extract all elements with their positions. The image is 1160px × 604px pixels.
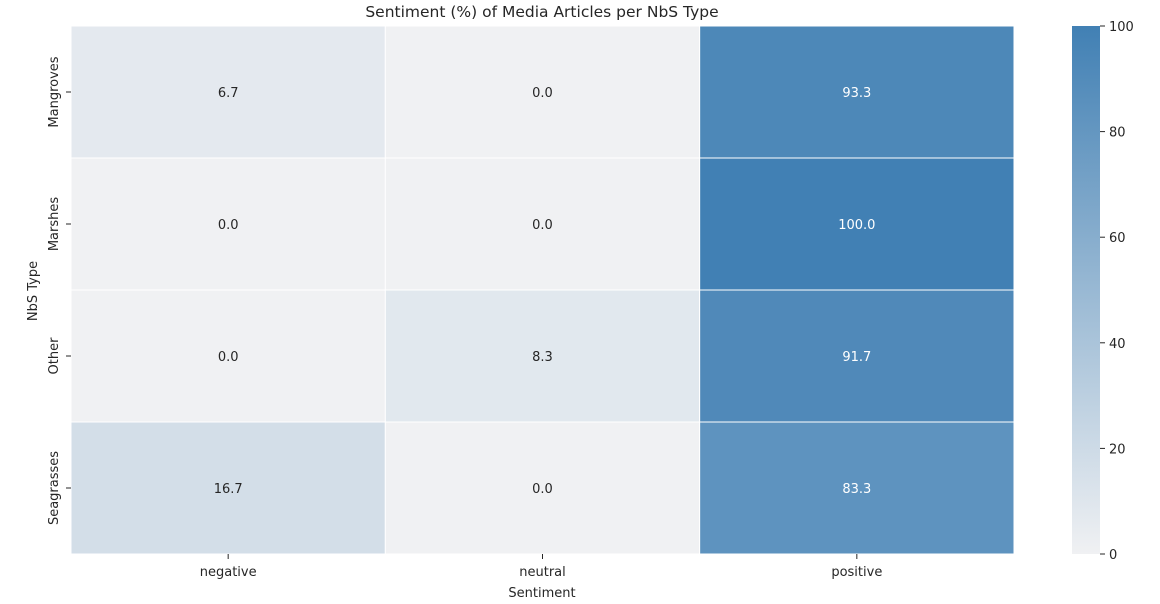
cell-value-label: 83.3 — [842, 482, 871, 497]
cell-value-label: 0.0 — [532, 482, 553, 497]
colorbar — [1072, 26, 1100, 554]
x-tick-label: neutral — [519, 565, 566, 580]
cell-value-label: 100.0 — [838, 218, 875, 233]
heatmap-cell — [70, 289, 386, 423]
heatmap-cell — [384, 289, 701, 423]
colorbar-tick-label: 80 — [1109, 126, 1126, 141]
heatmap-cell — [70, 421, 386, 555]
colorbar-tick-label: 40 — [1109, 337, 1126, 352]
x-tick-label: negative — [200, 565, 257, 580]
cell-value-label: 0.0 — [532, 218, 553, 233]
heatmap-cell — [699, 157, 1015, 291]
heatmap-cell — [699, 421, 1015, 555]
cell-value-label: 93.3 — [842, 86, 871, 101]
chart-title: Sentiment (%) of Media Articles per NbS … — [365, 3, 718, 21]
cell-value-label: 16.7 — [214, 482, 243, 497]
cell-value-label: 0.0 — [532, 86, 553, 101]
heatmap-cell — [384, 25, 701, 159]
x-tick-label: positive — [831, 565, 882, 580]
cell-value-label: 0.0 — [218, 350, 239, 365]
colorbar-tick-label: 0 — [1109, 548, 1117, 563]
x-axis-label: Sentiment — [508, 586, 575, 601]
colorbar-ticks: 0 20 40 60 80 100 — [1100, 20, 1134, 563]
y-tick-label: Other — [47, 337, 62, 375]
cell-value-label: 8.3 — [532, 350, 553, 365]
heatmap-cell — [70, 25, 386, 159]
cell-value-label: 0.0 — [218, 218, 239, 233]
y-tick-label: Marshes — [47, 197, 62, 252]
colorbar-tick-label: 20 — [1109, 442, 1126, 457]
cell-value-label: 91.7 — [842, 350, 871, 365]
heatmap-cells: 6.7 0.0 93.3 0.0 0.0 100.0 0.0 8.3 91.7 16.7 0.0 83… — [70, 25, 1015, 555]
colorbar-tick-label: 100 — [1109, 20, 1134, 35]
y-tick-label: Seagrasses — [47, 451, 62, 525]
colorbar-tick-label: 60 — [1109, 231, 1126, 246]
cell-value-label: 6.7 — [218, 86, 239, 101]
axis-ticks: negative neutral positive Mangroves Marshes O… — [47, 56, 882, 580]
y-axis-label: NbS Type — [26, 261, 41, 321]
heatmap-cell — [699, 25, 1015, 159]
heatmap-cell — [70, 157, 386, 291]
y-tick-label: Mangroves — [47, 56, 62, 127]
heatmap-cell — [384, 157, 701, 291]
